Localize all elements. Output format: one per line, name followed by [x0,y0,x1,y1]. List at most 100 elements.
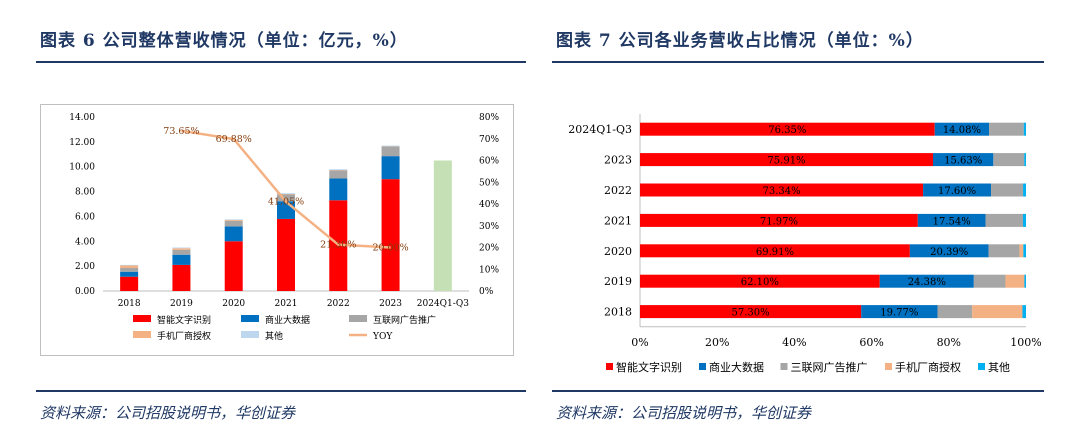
share-bar-segment [989,122,1024,136]
left-title-rule [36,61,526,63]
y-right-tick-label: 40% [479,200,499,210]
share-bar-segment [879,274,974,288]
revenue-bar-segment [277,194,295,202]
share-bar-segment [934,122,990,136]
share-bar-segment [640,274,880,288]
revenue-bar-segment [120,264,139,266]
y-right-tick-label: 10% [479,265,499,275]
share-bar-segment [988,244,1020,258]
x-tick-label: 2021 [275,299,298,309]
right-title-rule [552,61,1044,63]
share-bar-segment [933,153,994,167]
y-left-tick-label: 10.00 [69,163,95,173]
share-bar-segment [1022,305,1026,319]
share-bar-segment [923,183,992,197]
share-data-label: 73.34% [762,186,800,197]
share-data-label: 75.91% [767,156,805,167]
share-data-label: 20.39% [930,247,968,258]
y-tick-label: 2024Q1-Q3 [568,123,632,136]
revenue-bar-segment [120,271,139,277]
share-bar-segment [985,213,1023,227]
legend-label: 手机厂商授权 [157,330,211,342]
legend-label: 智能文字识别 [157,314,211,326]
x-tick-label: 2018 [118,299,141,309]
left-combo-chart: 0.00 2.00 4.00 6.00 8.00 10.00 12.00 14.00 0% 10%… [69,113,499,342]
right-stacked-chart: 2024Q1-Q3 76.35% 14.08% 2023 75.91% 15.63% 202… [568,114,1042,374]
revenue-bar-segment [329,169,348,171]
legend-swatch [241,315,259,322]
revenue-bar-segment [120,268,139,272]
y-left-tick-label: 4.00 [75,237,95,247]
x-tick-label: 40% [782,336,806,349]
legend-swatch [349,315,367,322]
share-bar-segment [909,244,989,258]
share-bar-segment [991,183,1024,197]
revenue-bar-segment [224,219,243,221]
legend-label: 手机厂商授权 [895,360,961,374]
legend-label: 商业大数据 [709,360,764,374]
x-tick-label: 2020 [222,299,245,309]
legend-label: YOY [372,332,393,342]
y-left-tick-label: 14.00 [69,113,95,123]
share-data-label: 15.63% [944,156,982,167]
share-data-label: 19.77% [880,308,918,319]
revenue-bar-segment [381,156,400,180]
share-data-label: 24.38% [908,277,946,288]
share-bar-segment [973,274,1006,288]
revenue-bar-segment [172,247,191,249]
legend-swatch [885,363,892,370]
share-bar-segment [1023,183,1026,197]
y-right-tick-label: 80% [479,113,499,123]
revenue-bar-segment [224,241,243,291]
x-tick-label: 2019 [170,299,193,309]
left-chart-frame: 0.00 2.00 4.00 6.00 8.00 10.00 12.00 14.00 0% 10%… [40,104,514,356]
share-bar-segment [640,213,918,227]
revenue-bar-segment [433,160,452,291]
share-data-label: 17.60% [938,186,976,197]
share-data-label: 69.91% [756,247,794,258]
revenue-bar-segment [172,248,191,250]
y-left-tick-label: 2.00 [75,262,95,272]
legend-label: 其他 [265,330,283,342]
revenue-bar-segment [120,265,139,269]
y-right-tick-label: 60% [479,157,499,167]
y-tick-label: 2023 [604,154,632,167]
yoy-data-label: 41.05% [268,197,304,208]
revenue-bar-segment [277,193,295,194]
legend-swatch [699,363,706,370]
y-left-tick-label: 0.00 [75,287,95,297]
right-source-note: 资料来源：公司招股说明书，华创证券 [556,404,812,422]
left-source-note: 资料来源：公司招股说明书，华创证券 [40,404,296,422]
revenue-bar-segment [277,218,295,291]
share-bar-segment [1023,244,1026,258]
y-right-tick-label: 0% [479,287,494,297]
legend-swatch [606,363,613,370]
share-bar-segment [937,305,973,319]
y-right-tick-label: 70% [479,135,499,145]
y-left-tick-label: 6.00 [75,212,95,222]
share-bar-segment [640,122,935,136]
yoy-data-label: 20.00% [372,243,408,254]
share-bar-segment [640,244,910,258]
legend-swatch [241,331,259,338]
revenue-bar-segment [120,276,139,291]
share-bar-segment [1024,274,1026,288]
legend-swatch [133,331,151,338]
legend-swatch [133,315,151,322]
right-source-rule [552,390,1044,392]
revenue-bar-segment [329,170,348,179]
yoy-data-label: 73.65% [163,126,199,137]
y-tick-label: 2020 [604,245,632,258]
share-bar-segment [993,153,1025,167]
revenue-bar-segment [381,146,400,157]
revenue-bar-segment [172,264,191,291]
legend-label: 三联网广告推广 [791,360,868,374]
y-right-tick-label: 20% [479,244,499,254]
x-tick-label: 20% [705,336,729,349]
revenue-bar-segment [172,254,191,265]
x-tick-label: 2024Q1-Q3 [417,299,469,309]
legend-swatch [780,363,788,370]
share-bar-segment [640,305,862,319]
y-tick-label: 2021 [604,214,632,227]
revenue-bar-segment [224,219,243,220]
